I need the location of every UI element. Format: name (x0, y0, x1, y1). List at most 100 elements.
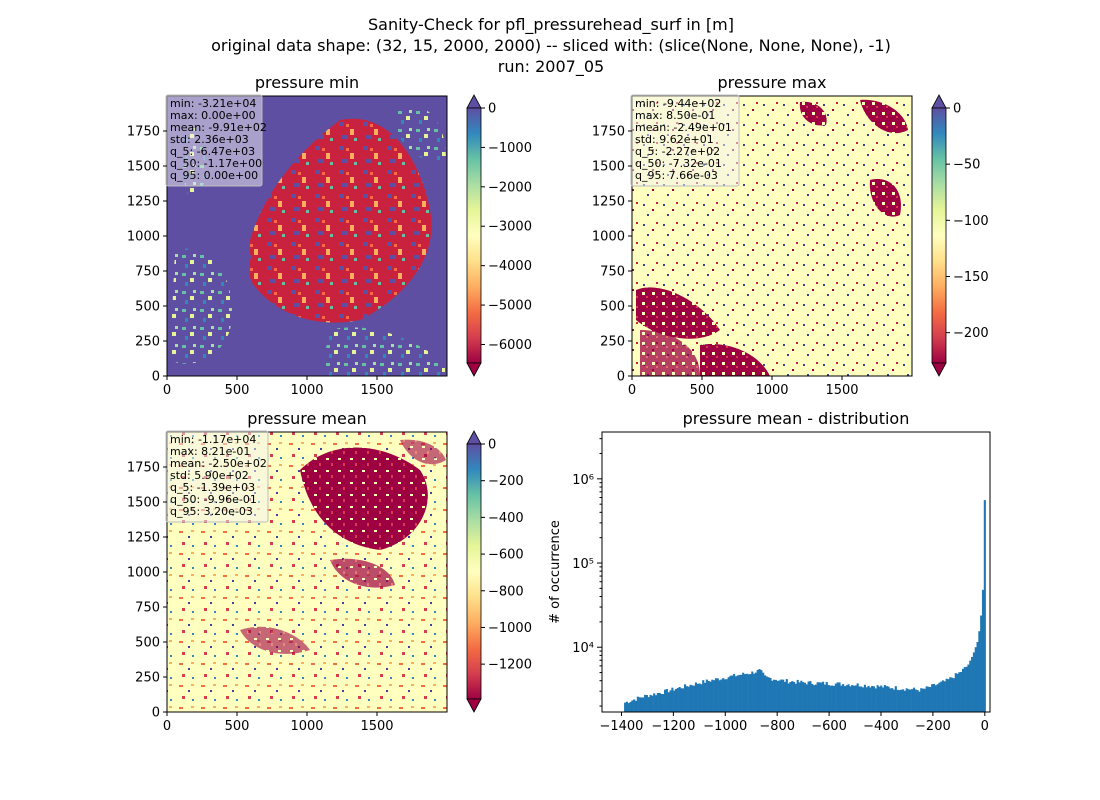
histogram-bar (694, 682, 698, 712)
colorbar-tick-label: 0 (488, 102, 496, 117)
histogram-bar (976, 642, 979, 712)
histogram-bar (636, 696, 639, 712)
y-tick-label: 1500 (592, 160, 625, 175)
histogram-bar (911, 689, 914, 712)
histogram-bar (892, 689, 896, 712)
histogram-bar (671, 687, 674, 712)
stat-q5: q_5: -2.27e+02 (635, 145, 720, 158)
colorbar-extend-min (931, 362, 947, 377)
figure-title: Sanity-Check for pfl_pressurehead_surf i… (368, 15, 734, 35)
histogram-bar (729, 675, 732, 712)
colorbar-extend-min (466, 362, 482, 377)
histogram-bar (654, 695, 658, 712)
stat-max: max: 0.00e+00 (170, 109, 256, 122)
histogram-bar (785, 679, 788, 712)
histogram-bar (754, 672, 757, 712)
histogram-bar (758, 669, 761, 712)
x-axis: 0 500 1000 1500 (628, 376, 859, 398)
histogram-bar (896, 689, 899, 712)
histogram-bar (883, 685, 886, 712)
y-tick-label: 1500 (127, 160, 160, 175)
histogram-bar (867, 685, 870, 712)
x-tick-label: 1500 (360, 719, 393, 734)
x-tick-label: 500 (690, 383, 715, 398)
y-tick-label: 500 (135, 300, 160, 315)
histogram-bar (840, 685, 843, 712)
stat-std: std: 2.36e+03 (170, 133, 249, 146)
stat-q95: q_95: 3.20e-03 (170, 505, 253, 518)
histogram-bar (651, 695, 654, 712)
colorbar-tick-label: −3000 (488, 220, 532, 235)
histogram-bar (687, 686, 690, 712)
histogram-bar (723, 679, 727, 712)
histogram-bar (665, 689, 668, 712)
histogram-bar (716, 678, 719, 712)
histogram-bar (831, 685, 834, 712)
x-tick-label: 500 (225, 719, 250, 734)
y-tick-label: 1750 (127, 125, 160, 140)
stat-min: min: -9.44e+02 (635, 97, 721, 110)
colorbar-tick-label: −50 (953, 158, 980, 173)
histogram-bar (923, 688, 926, 712)
histogram-bar (956, 673, 959, 712)
y-tick-label: 250 (135, 671, 160, 686)
histogram-bar (823, 684, 827, 712)
colorbar-ticks: 0 −200 −400 −600 −800 −1000 −1200 (481, 438, 532, 673)
histogram-bar (865, 687, 868, 712)
histogram-bar (656, 693, 659, 712)
histogram-bar (794, 683, 797, 712)
histogram-bar (634, 700, 638, 712)
histogram-bar (669, 690, 672, 712)
histogram-bar (709, 681, 712, 712)
histogram-bar (743, 674, 747, 712)
histogram-bar (693, 685, 696, 712)
histogram-bar (981, 589, 985, 712)
y-tick-label: 1500 (127, 496, 160, 511)
y-axis: 0 250 500 750 1000 1250 1500 1750 (592, 125, 632, 385)
panel-title: pressure mean (247, 409, 367, 428)
histogram-bar (856, 683, 859, 712)
colorbar: 0 −1000 −2000 −3000 −4000 −5000 −6000 (466, 94, 532, 377)
histogram-bar (974, 647, 977, 712)
histogram-bar (747, 674, 750, 712)
histogram-x-tick-label: −200 (915, 719, 951, 734)
histogram-bar (734, 676, 737, 712)
colorbar-tick-label: −1000 (488, 141, 532, 156)
histogram-bar (803, 682, 807, 712)
histogram-bar (685, 686, 688, 712)
histogram-bar (862, 687, 865, 712)
histogram-bar (820, 682, 823, 712)
histogram-bar (916, 690, 919, 712)
histogram-bar (961, 668, 965, 712)
histogram-bar (838, 682, 841, 712)
histogram-x-tick-label: 0 (981, 719, 989, 734)
colorbar-tick-label: 0 (953, 102, 961, 117)
histogram-bar (818, 682, 821, 712)
colorbar-extend-max (466, 94, 482, 109)
histogram-bar (900, 689, 903, 712)
colorbar-tick-label: −200 (953, 326, 989, 341)
histogram-bar (680, 688, 683, 712)
histogram-bar (713, 680, 716, 712)
histogram-bar (800, 680, 803, 712)
histogram-bar (745, 673, 748, 712)
stats-box: min: -1.17e+04 max: 8.21e-01 mean: -2.50… (165, 430, 269, 523)
histogram-bar (929, 687, 932, 712)
histogram-bar (882, 687, 885, 712)
y-axis: 0 250 500 750 1000 1250 1500 1750 (127, 125, 167, 385)
histogram-y-tick-label: 10⁶ (572, 473, 594, 488)
histogram-bar (691, 685, 694, 712)
histogram-bar (878, 686, 881, 712)
histogram-bar (629, 701, 632, 712)
histogram-bar (842, 684, 845, 712)
y-tick-label: 0 (152, 706, 160, 721)
histogram-bar (780, 679, 783, 712)
histogram-bar (909, 689, 912, 712)
y-tick-label: 250 (600, 335, 625, 350)
histogram-bar (763, 675, 767, 712)
histogram-bar (703, 682, 707, 712)
map-image (167, 96, 447, 376)
histogram-bar (945, 678, 948, 712)
histogram-bar (849, 686, 852, 712)
